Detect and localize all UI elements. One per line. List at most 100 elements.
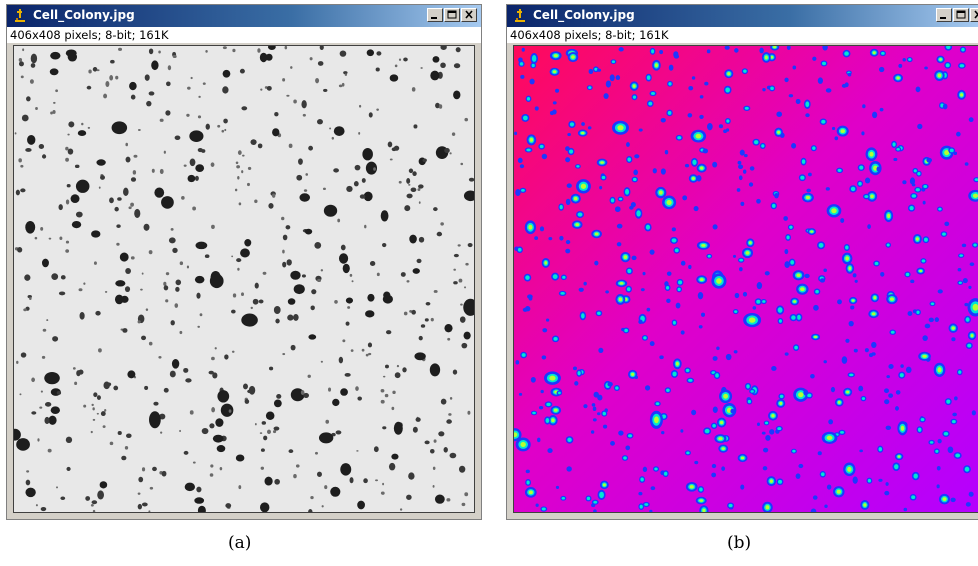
colony-dot bbox=[888, 393, 894, 398]
colony-dot bbox=[605, 290, 609, 294]
colony-dot bbox=[282, 352, 286, 356]
colony-dot bbox=[341, 82, 345, 87]
close-button[interactable] bbox=[461, 8, 477, 22]
colony-dot-peak bbox=[939, 58, 942, 61]
colony-dot bbox=[100, 411, 106, 417]
colony-dot bbox=[828, 419, 834, 425]
colony-dot bbox=[74, 164, 80, 169]
colony-dot bbox=[871, 341, 877, 349]
colony-dot-core bbox=[586, 496, 591, 501]
colony-dot bbox=[310, 305, 315, 311]
colony-dot-peak bbox=[575, 223, 580, 227]
colony-dot-core bbox=[545, 418, 550, 423]
colony-dot bbox=[55, 89, 59, 93]
colony-dot bbox=[67, 148, 74, 155]
colony-dot bbox=[299, 193, 311, 202]
colony-dot bbox=[165, 110, 171, 116]
colony-dot bbox=[592, 418, 597, 422]
colony-dot bbox=[29, 297, 32, 301]
image-background bbox=[14, 46, 474, 512]
colony-dot-core bbox=[561, 496, 566, 500]
colony-dot bbox=[854, 279, 858, 283]
colony-dot-core bbox=[665, 286, 670, 290]
colony-dot bbox=[433, 439, 437, 443]
colony-dot bbox=[154, 187, 165, 198]
colony-dot bbox=[224, 128, 227, 132]
colony-dot bbox=[202, 82, 206, 85]
colony-dot bbox=[88, 69, 92, 74]
colony-dot bbox=[240, 248, 250, 258]
colony-dot bbox=[457, 244, 461, 247]
colony-dot bbox=[65, 157, 69, 162]
title-bar[interactable]: Cell_Colony.jpg bbox=[507, 5, 978, 27]
colony-dot bbox=[347, 306, 351, 309]
colony-dot-core bbox=[886, 243, 890, 247]
colony-dot bbox=[730, 408, 735, 414]
colony-dot bbox=[267, 46, 276, 50]
colony-dot bbox=[68, 121, 75, 128]
colony-dot bbox=[649, 341, 655, 347]
colony-dot bbox=[453, 63, 461, 69]
colony-dot bbox=[83, 404, 87, 408]
colony-dot bbox=[409, 234, 417, 244]
colony-dot bbox=[310, 496, 314, 500]
colony-dot bbox=[902, 180, 907, 185]
colony-dot-core bbox=[905, 272, 910, 277]
colony-dot bbox=[259, 52, 268, 63]
colony-dot bbox=[680, 429, 684, 433]
colony-dot bbox=[362, 147, 373, 161]
colony-dot bbox=[236, 258, 242, 263]
image-canvas-lut[interactable] bbox=[513, 45, 978, 513]
minimize-button[interactable] bbox=[936, 8, 952, 22]
colony-dot bbox=[566, 183, 572, 188]
colony-dot bbox=[26, 96, 31, 102]
colony-dot bbox=[752, 306, 757, 310]
colony-dot bbox=[19, 393, 22, 396]
colony-dot bbox=[534, 236, 539, 241]
colony-dot bbox=[29, 79, 34, 84]
colony-dot bbox=[106, 382, 112, 387]
colony-dot-core bbox=[666, 388, 670, 392]
colony-dot bbox=[537, 437, 541, 443]
colony-dot-core bbox=[917, 171, 921, 176]
colony-dot bbox=[133, 154, 138, 158]
title-bar[interactable]: Cell_Colony.jpg bbox=[7, 5, 481, 27]
image-window-b[interactable]: Cell_Colony.jpg 406x408 pixels; 8-bit; 1… bbox=[506, 4, 978, 520]
colony-dot bbox=[661, 430, 665, 435]
colony-dot-peak bbox=[831, 208, 837, 214]
colony-dot bbox=[810, 508, 817, 512]
colony-dot bbox=[92, 67, 98, 72]
colony-dot bbox=[922, 200, 926, 205]
colony-dot bbox=[353, 181, 359, 187]
colony-dot bbox=[92, 407, 95, 411]
colony-dot bbox=[671, 227, 676, 232]
colony-dot bbox=[149, 486, 154, 490]
colony-dot bbox=[260, 88, 263, 91]
colony-dot bbox=[132, 170, 137, 175]
maximize-button[interactable] bbox=[953, 8, 969, 22]
colony-dot bbox=[574, 381, 579, 386]
colony-dot bbox=[461, 502, 466, 507]
colony-dot-core bbox=[663, 471, 668, 476]
image-window-a[interactable]: Cell_Colony.jpg 406x408 pixels; 8-bit; 1… bbox=[6, 4, 482, 520]
colony-dot bbox=[241, 313, 258, 327]
colony-dot bbox=[368, 352, 372, 356]
colony-dot bbox=[847, 72, 852, 77]
colony-dot-core bbox=[797, 314, 801, 320]
minimize-button[interactable] bbox=[427, 8, 443, 22]
image-canvas-grayscale[interactable] bbox=[13, 45, 475, 513]
colony-dot bbox=[382, 482, 385, 486]
colony-dot bbox=[79, 311, 85, 320]
colony-dot bbox=[831, 126, 836, 131]
maximize-button[interactable] bbox=[444, 8, 460, 22]
colony-dot bbox=[286, 94, 290, 97]
colony-dot bbox=[70, 194, 80, 203]
colony-dot bbox=[274, 478, 280, 485]
close-button[interactable] bbox=[970, 8, 978, 22]
colony-dot-peak bbox=[573, 196, 578, 201]
colony-dot bbox=[124, 446, 129, 450]
colony-dot bbox=[308, 145, 313, 151]
colony-dot bbox=[581, 122, 585, 126]
colony-dot bbox=[467, 242, 473, 248]
colony-dot bbox=[824, 504, 828, 509]
